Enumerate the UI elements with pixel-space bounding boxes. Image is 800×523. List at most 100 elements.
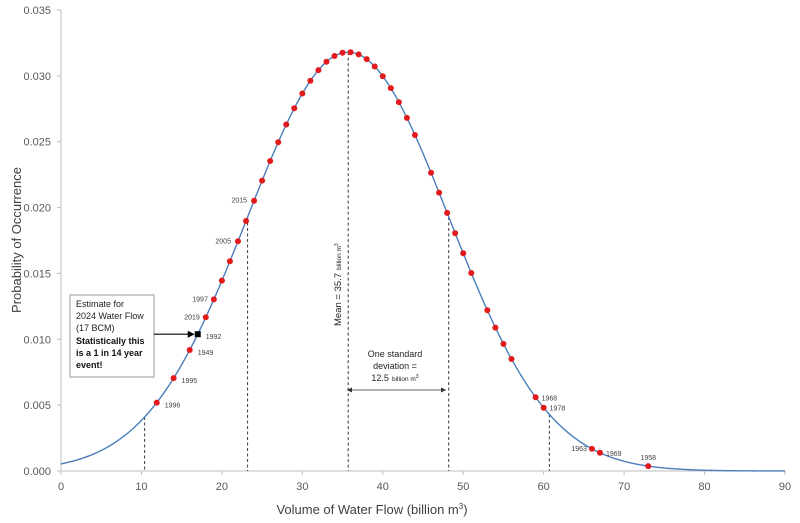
- year-label: 1978: [550, 406, 566, 413]
- y-tick-label: 0.030: [23, 71, 51, 83]
- data-point: [315, 67, 322, 74]
- x-axis-title: Volume of Water Flow (billion m3): [276, 502, 467, 517]
- estimate-box-line5: is a 1 in 14 year: [76, 348, 143, 358]
- sd-arrow-right-head: [441, 387, 446, 393]
- sd-annotation-line2: deviation =: [373, 361, 417, 371]
- x-tick-label: 80: [698, 481, 710, 493]
- estimate-arrow-head: [187, 330, 195, 338]
- data-point: [283, 121, 290, 128]
- data-point: [379, 73, 386, 80]
- data-point: [153, 399, 160, 406]
- y-tick-label: 0.025: [23, 137, 51, 149]
- data-point: [170, 375, 177, 382]
- year-label: 1949: [198, 350, 214, 357]
- estimate-box-line1: Estimate for: [76, 299, 124, 309]
- x-tick-label: 10: [135, 481, 147, 493]
- year-label: 2015: [231, 198, 247, 205]
- data-point: [484, 307, 491, 314]
- estimate-marker: [194, 331, 201, 338]
- data-point: [460, 250, 467, 257]
- data-point: [210, 296, 217, 303]
- year-label: 1992: [206, 334, 222, 341]
- data-point: [355, 51, 362, 58]
- data-point: [251, 197, 258, 204]
- data-point: [331, 53, 338, 60]
- data-point: [500, 340, 507, 347]
- data-point: [267, 158, 274, 165]
- year-label: 1969: [606, 451, 622, 458]
- data-point: [428, 169, 435, 176]
- year-label: 1958: [640, 455, 656, 462]
- y-tick-label: 0.000: [23, 466, 51, 478]
- data-point: [218, 277, 225, 284]
- year-labels-group: 1996 1995 1949 1992 2019 1997 2005 2015 1968 1978…: [165, 198, 656, 462]
- year-label: 1968: [542, 395, 558, 402]
- normal-distribution-curve: [60, 51, 786, 472]
- data-point: [444, 209, 451, 216]
- sd-annotation: One standard deviation = 12.5 billion m3: [347, 346, 446, 393]
- year-label: 1995: [182, 378, 198, 385]
- y-tick-label: 0.015: [23, 268, 51, 280]
- x-tick-label: 40: [377, 481, 389, 493]
- data-point: [387, 85, 394, 92]
- x-tick-label: 20: [216, 481, 228, 493]
- sd-arrow-left-head: [347, 387, 352, 393]
- x-tick-label: 90: [779, 481, 791, 493]
- estimate-box: [69, 294, 155, 378]
- data-point: [234, 238, 241, 245]
- data-point: [339, 49, 346, 56]
- data-point: [411, 132, 418, 139]
- x-tick-label: 0: [58, 481, 64, 493]
- data-points-group: [153, 49, 652, 470]
- estimate-box-line2: 2024 Water Flow: [76, 311, 144, 321]
- year-label: 2019: [184, 314, 200, 321]
- data-point: [403, 114, 410, 121]
- y-axis-title: Probability of Occurrence: [9, 167, 24, 313]
- y-tick-label: 0.035: [23, 5, 51, 17]
- sd-annotation-bg: [353, 346, 435, 384]
- data-point: [645, 463, 652, 470]
- curve-group: [60, 51, 786, 472]
- data-point: [299, 90, 306, 97]
- estimate-box-line3: (17 BCM): [76, 323, 115, 333]
- data-point: [452, 230, 459, 237]
- data-point: [492, 324, 499, 331]
- axes-group: 0 10 20 30 40 50 60 70 80 90 0.000 0.005 0.010 0.015 0…: [23, 5, 791, 493]
- data-point: [259, 177, 266, 184]
- data-point: [291, 105, 298, 112]
- data-point: [395, 99, 402, 106]
- data-point: [275, 139, 282, 146]
- data-point: [363, 56, 370, 63]
- year-label: 1997: [192, 296, 208, 303]
- y-tick-label: 0.005: [23, 400, 51, 412]
- data-point: [226, 258, 233, 265]
- year-label: 1996: [165, 403, 181, 410]
- data-point: [371, 63, 378, 70]
- reference-lines-group: [144, 52, 550, 471]
- y-tick-label: 0.010: [23, 334, 51, 346]
- mean-annotation: Mean = 35.7billion m3: [333, 243, 344, 326]
- data-point: [347, 49, 354, 56]
- estimate-box-line4: Statistically this: [76, 336, 145, 346]
- data-point: [540, 404, 547, 411]
- data-point: [186, 347, 193, 354]
- sd-annotation-line3: 12.5 billion m3: [371, 373, 418, 383]
- data-point: [307, 77, 314, 84]
- estimate-box-line6: event!: [76, 360, 103, 370]
- estimate-callout: Estimate for 2024 Water Flow (17 BCM) St…: [69, 294, 201, 378]
- year-label: 2005: [215, 238, 231, 245]
- data-point: [436, 189, 443, 196]
- data-point: [468, 269, 475, 276]
- sd-annotation-line1: One standard: [368, 349, 423, 359]
- x-tick-label: 70: [618, 481, 630, 493]
- x-tick-label: 50: [457, 481, 469, 493]
- year-label: 1963: [571, 446, 587, 453]
- data-point: [588, 445, 595, 452]
- data-point: [243, 218, 250, 225]
- x-tick-label: 60: [538, 481, 550, 493]
- x-tick-label: 30: [296, 481, 308, 493]
- data-point: [532, 394, 539, 401]
- y-tick-label: 0.020: [23, 203, 51, 215]
